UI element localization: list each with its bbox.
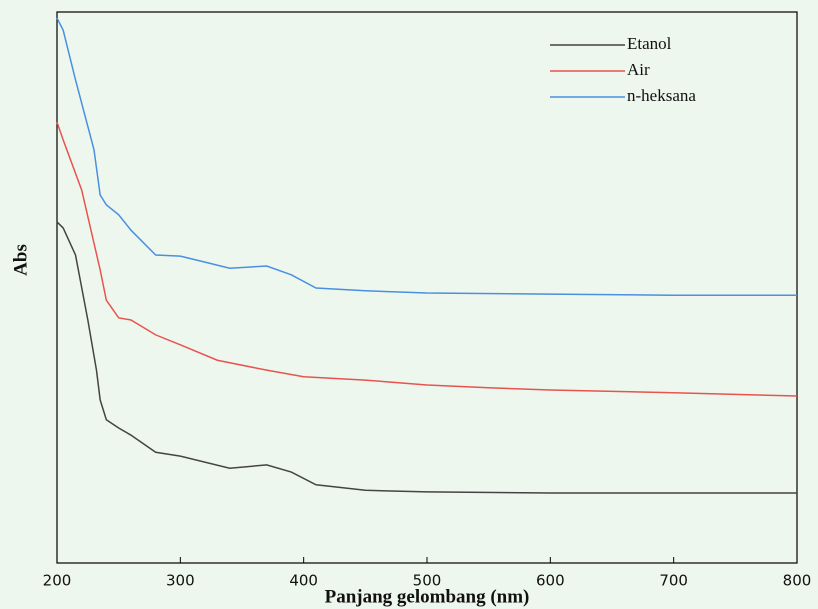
x-axis-label: Panjang gelombang (nm) — [325, 586, 530, 607]
y-axis-label: Abs — [10, 244, 31, 276]
legend-label: Air — [627, 60, 650, 79]
x-tick-label: 500 — [413, 572, 442, 590]
legend-label: Etanol — [627, 34, 672, 53]
x-tick-label: 600 — [536, 572, 565, 590]
legend-label: n-heksana — [627, 86, 696, 105]
x-tick-label: 400 — [289, 572, 318, 590]
x-tick-label: 200 — [43, 572, 72, 590]
x-tick-label: 700 — [659, 572, 688, 590]
chart: Panjang gelombang (nm) Abs 200 300 400 500 6… — [0, 0, 818, 609]
data-line — [57, 18, 797, 295]
data-line — [57, 222, 797, 493]
x-tick-label: 300 — [166, 572, 195, 590]
data-line — [57, 122, 797, 396]
x-tick-label: 800 — [783, 572, 812, 590]
